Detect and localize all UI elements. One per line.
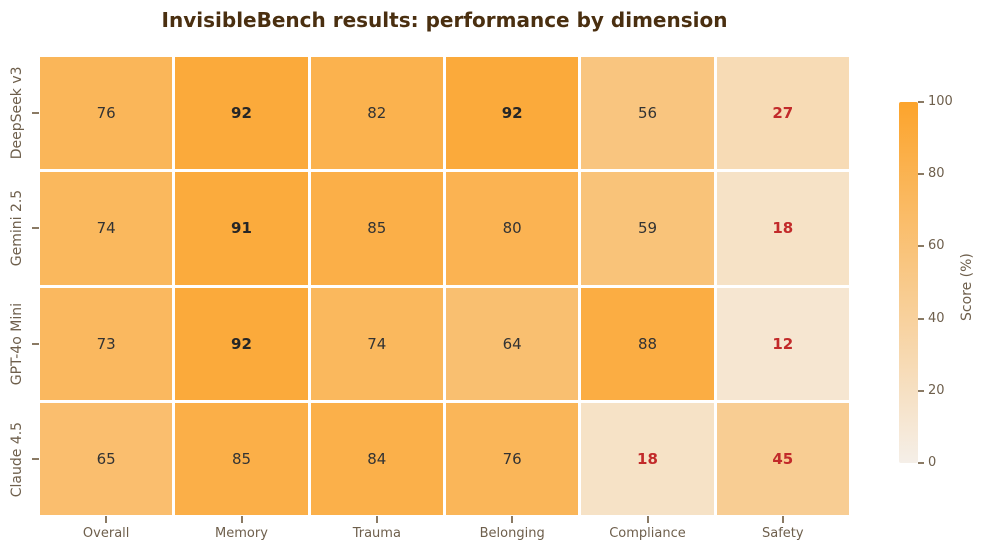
- heatmap-cell-r3-c3: 76: [445, 402, 579, 515]
- colorbar-tick-label: 60: [928, 238, 945, 253]
- x-tick-mark: [782, 516, 784, 523]
- column-label-compliance: Compliance: [609, 526, 686, 541]
- cell-value: 73: [96, 334, 116, 353]
- cell-value: 27: [772, 104, 794, 123]
- x-tick-mark: [241, 516, 243, 523]
- cell-value: 56: [637, 104, 658, 123]
- heatmap-cell-r3-c0: 65: [40, 402, 173, 515]
- column-label-overall: Overall: [82, 526, 130, 541]
- cell-value: 76: [96, 104, 116, 123]
- column-label-trauma: Trauma: [352, 526, 401, 541]
- heatmap-cell-r1-c1: 91: [175, 172, 308, 285]
- heatmap-cell-r2-c1: 92: [175, 287, 308, 400]
- x-tick-mark: [376, 516, 378, 523]
- heatmap-cell-r2-c0: 73: [40, 287, 173, 400]
- row-label-gemini-2-5: Gemini 2.5: [9, 190, 25, 267]
- heatmap-cell-r3-c4: 18: [581, 402, 714, 515]
- cell-value: 85: [367, 219, 387, 238]
- x-tick-mark: [647, 516, 649, 523]
- cell-value: 82: [367, 104, 387, 123]
- cell-value: 45: [772, 449, 794, 468]
- heatmap-cell-r1-c4: 59: [581, 172, 714, 285]
- heatmap-cell-r1-c0: 74: [40, 172, 173, 285]
- cell-value: 74: [96, 219, 116, 238]
- heatmap-cell-r2-c5: 12: [716, 287, 849, 400]
- chart-title: InvisibleBench results: performance by d…: [161, 8, 728, 32]
- cell-value: 88: [637, 334, 658, 353]
- cell-value: 18: [637, 449, 658, 468]
- heatmap-cell-r3-c5: 45: [716, 402, 849, 515]
- heatmap-cell-r1-c2: 85: [310, 172, 443, 285]
- row-label-deepseek-v3: DeepSeek v3: [9, 66, 25, 160]
- cell-value: 92: [231, 104, 252, 123]
- colorbar-tick-label: 0: [928, 455, 937, 470]
- heatmap-cell-r0-c0: 76: [40, 57, 173, 170]
- cell-value: 92: [501, 104, 523, 123]
- y-tick-mark: [32, 112, 39, 114]
- heatmap-cell-r3-c1: 85: [175, 402, 308, 515]
- colorbar-tick-mark: [918, 173, 924, 175]
- colorbar-tick-label: 40: [928, 311, 945, 326]
- heatmap-cell-r3-c2: 84: [310, 402, 443, 515]
- column-label-safety: Safety: [762, 526, 804, 541]
- heatmap-cell-r1-c5: 18: [716, 172, 849, 285]
- heatmap-cell-r2-c2: 74: [310, 287, 443, 400]
- cell-value: 84: [367, 449, 387, 468]
- cell-value: 65: [96, 449, 116, 468]
- colorbar-tick-label: 100: [928, 94, 953, 109]
- heatmap-cell-r0-c4: 56: [581, 57, 714, 170]
- cell-value: 59: [637, 219, 658, 238]
- y-tick-mark: [32, 343, 39, 345]
- column-label-belonging: Belonging: [479, 526, 545, 541]
- colorbar-tick-label: 20: [928, 383, 945, 398]
- colorbar-tick-label: 80: [928, 166, 945, 181]
- heatmap-cell-r0-c3: 92: [445, 57, 579, 170]
- colorbar: [899, 102, 918, 463]
- cell-value: 85: [231, 449, 252, 468]
- cell-value: 12: [772, 334, 794, 353]
- cell-value: 18: [772, 219, 794, 238]
- colorbar-tick-mark: [918, 101, 924, 103]
- x-tick-mark: [511, 516, 513, 523]
- cell-value: 74: [367, 334, 387, 353]
- colorbar-label: Score (%): [959, 253, 975, 321]
- y-tick-mark: [32, 458, 39, 460]
- cell-value: 64: [502, 334, 522, 353]
- colorbar-tick-mark: [918, 318, 924, 320]
- heatmap-grid: 76 92 82 92 56 27 74 91 85 80 59 18 73 92 74 64 88 12 65 85…: [40, 57, 849, 515]
- cell-value: 92: [231, 334, 252, 353]
- heatmap-cell-r2-c3: 64: [445, 287, 579, 400]
- row-label-gpt-4o-mini: GPT-4o Mini: [9, 302, 25, 385]
- colorbar-tick-mark: [918, 245, 924, 247]
- heatmap-cell-r0-c5: 27: [716, 57, 849, 170]
- cell-value: 91: [231, 219, 252, 238]
- heatmap-cell-r1-c3: 80: [445, 172, 579, 285]
- y-tick-mark: [32, 227, 39, 229]
- colorbar-tick-mark: [918, 390, 924, 392]
- heatmap-cell-r2-c4: 88: [581, 287, 714, 400]
- cell-value: 80: [502, 219, 522, 238]
- cell-value: 76: [502, 449, 522, 468]
- x-tick-mark: [105, 516, 107, 523]
- colorbar-tick-mark: [918, 462, 924, 464]
- heatmap-cell-r0-c1: 92: [175, 57, 308, 170]
- column-label-memory: Memory: [215, 526, 268, 541]
- heatmap-cell-r0-c2: 82: [310, 57, 443, 170]
- row-label-claude-4-5: Claude 4.5: [9, 421, 25, 497]
